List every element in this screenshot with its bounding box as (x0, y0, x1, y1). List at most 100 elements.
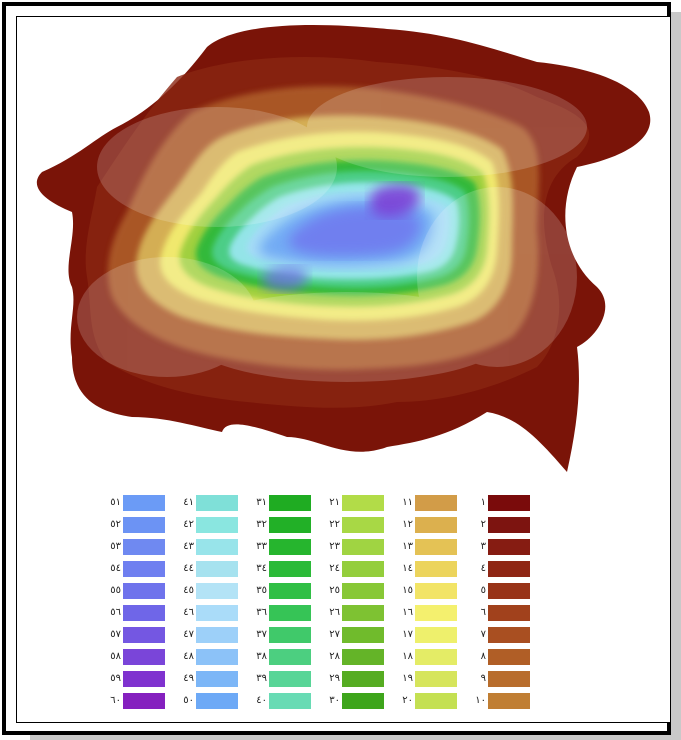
contour-blue-zone (229, 182, 460, 292)
legend-label: ٧ (480, 629, 486, 640)
legend-row: ٥١ ٤١ ٣١ ٢١ ١١ ١ (93, 495, 533, 511)
legend-swatch (342, 693, 384, 709)
legend-label: ٥٦ (110, 607, 121, 618)
legend-swatch (196, 495, 238, 511)
legend-label: ٥٠ (183, 695, 194, 706)
legend-label: ١٩ (402, 673, 413, 684)
legend-label: ٢٣ (329, 541, 340, 552)
legend-row: ٥٣ ٤٣ ٣٣ ٢٣ ١٣ ٣ (93, 539, 533, 555)
legend-row: ٦٠ ٥٠ ٤٠ ٣٠ ٢٠ ١٠ (93, 693, 533, 709)
legend-label: ١٥ (402, 585, 413, 596)
legend-label: ٤٢ (183, 519, 194, 530)
legend-label: ٥٨ (110, 651, 121, 662)
legend-label: ٤٣ (183, 541, 194, 552)
legend-label: ٢٠ (402, 695, 413, 706)
legend-swatch (415, 583, 457, 599)
legend-label: ٢٨ (329, 651, 340, 662)
legend-swatch (488, 495, 530, 511)
legend-swatch (488, 561, 530, 577)
legend-swatch (196, 671, 238, 687)
legend-swatch (488, 583, 530, 599)
legend-label: ٨ (480, 651, 486, 662)
legend-label: ٣ (480, 541, 486, 552)
contour-map (36, 24, 651, 473)
legend-swatch (196, 605, 238, 621)
legend-swatch (269, 539, 311, 555)
legend-label: ٩ (480, 673, 486, 684)
legend-label: ١٧ (402, 629, 413, 640)
legend-label: ٣٩ (256, 673, 267, 684)
legend-swatch (415, 627, 457, 643)
legend-swatch (415, 693, 457, 709)
legend-label: ٢٧ (329, 629, 340, 640)
legend-swatch (123, 671, 165, 687)
legend-label: ٢٢ (329, 519, 340, 530)
legend-swatch (123, 495, 165, 511)
legend-swatch (196, 583, 238, 599)
legend-swatch (196, 627, 238, 643)
legend-swatch (488, 539, 530, 555)
legend-swatch (196, 517, 238, 533)
legend-swatch (342, 671, 384, 687)
contour-texture-overlay (77, 77, 587, 382)
legend-swatch (342, 627, 384, 643)
legend-label: ٥٢ (110, 519, 121, 530)
legend-label: ١٣ (402, 541, 413, 552)
legend-label: ١ (480, 497, 486, 508)
legend-swatch (415, 561, 457, 577)
legend-label: ٣٥ (256, 585, 267, 596)
legend-swatch (488, 605, 530, 621)
legend-swatch (342, 517, 384, 533)
legend-swatch (269, 517, 311, 533)
legend-label: ٦ (480, 607, 486, 618)
legend-row: ٥٧ ٤٧ ٣٧ ٢٧ ١٧ ٧ (93, 627, 533, 643)
legend-label: ١٢ (402, 519, 413, 530)
legend-label: ٤٨ (183, 651, 194, 662)
legend-swatch (269, 605, 311, 621)
frame-shadow-right (671, 12, 681, 740)
legend-swatch (488, 517, 530, 533)
legend-swatch (269, 561, 311, 577)
legend-swatch (342, 649, 384, 665)
legend-swatch (415, 605, 457, 621)
legend-swatch (196, 693, 238, 709)
legend-swatch (342, 583, 384, 599)
legend-label: ٤٧ (183, 629, 194, 640)
legend-label: ١٦ (402, 607, 413, 618)
legend-swatch (415, 649, 457, 665)
legend-row: ٥٦ ٤٦ ٣٦ ٢٦ ١٦ ٦ (93, 605, 533, 621)
legend-swatch (415, 671, 457, 687)
legend-label: ٦٠ (110, 695, 121, 706)
legend-label: ٢ (480, 519, 486, 530)
legend-row: ٥٤ ٤٤ ٣٤ ٢٤ ١٤ ٤ (93, 561, 533, 577)
legend-label: ١١ (402, 497, 413, 508)
legend-swatch (123, 539, 165, 555)
legend-swatch (269, 627, 311, 643)
legend-label: ١٤ (402, 563, 413, 574)
legend-swatch (269, 583, 311, 599)
color-legend: ٥١ ٤١ ٣١ ٢١ ١١ ١ ٥٢ ٤٢ ٣٢ ٢٢ ١٢ ٢ ٥٣ ٤٣ ٣٣ ٢٣ ١٣ ٣ ٥٤ ٤٤ ٣٤ ٢… (93, 495, 533, 715)
legend-swatch (123, 583, 165, 599)
legend-swatch (342, 495, 384, 511)
legend-swatch (488, 627, 530, 643)
legend-swatch (415, 517, 457, 533)
legend-swatch (342, 539, 384, 555)
legend-label: ٣٨ (256, 651, 267, 662)
legend-swatch (196, 539, 238, 555)
legend-swatch (488, 693, 530, 709)
legend-label: ٣٣ (256, 541, 267, 552)
legend-swatch (123, 605, 165, 621)
legend-swatch (269, 671, 311, 687)
legend-swatch (123, 517, 165, 533)
legend-label: ٥٤ (110, 563, 121, 574)
legend-label: ٥٣ (110, 541, 121, 552)
legend-label: ٤٥ (183, 585, 194, 596)
legend-swatch (269, 495, 311, 511)
legend-swatch (196, 649, 238, 665)
map-frame: ٥١ ٤١ ٣١ ٢١ ١١ ١ ٥٢ ٤٢ ٣٢ ٢٢ ١٢ ٢ ٥٣ ٤٣ ٣٣ ٢٣ ١٣ ٣ ٥٤ ٤٤ ٣٤ ٢… (2, 2, 671, 735)
legend-row: ٥٨ ٤٨ ٣٨ ٢٨ ١٨ ٨ (93, 649, 533, 665)
legend-label: ١٨ (402, 651, 413, 662)
legend-label: ٣٦ (256, 607, 267, 618)
legend-label: ٥١ (110, 497, 121, 508)
legend-swatch (269, 693, 311, 709)
